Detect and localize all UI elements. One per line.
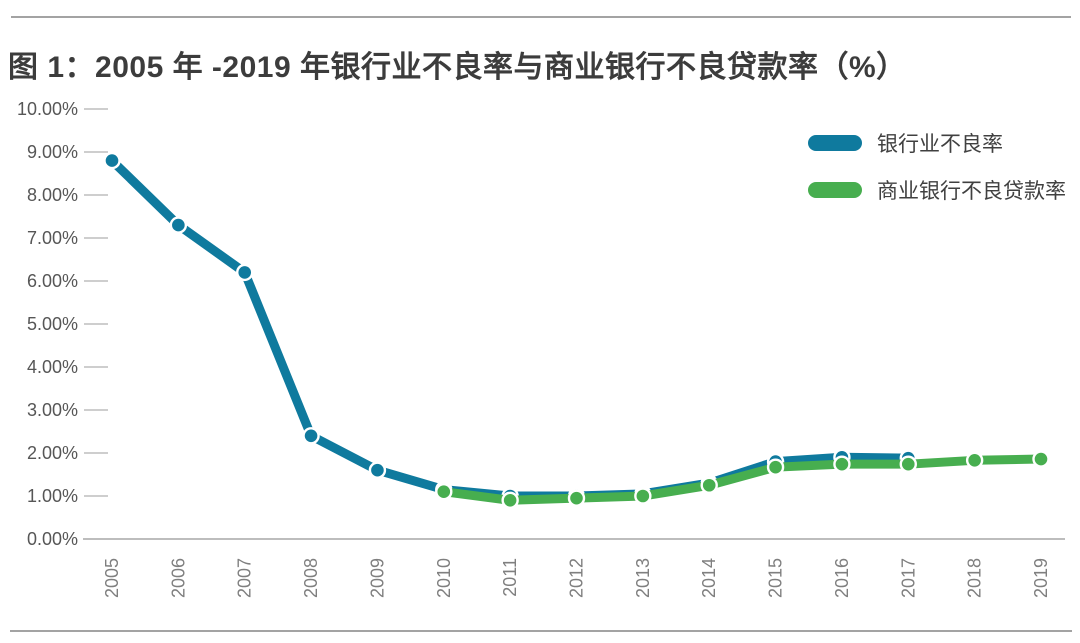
- commercial-npl-marker: [1032, 450, 1050, 468]
- x-axis-tick-label: 2009: [367, 558, 387, 598]
- commercial-npl-marker: [965, 451, 984, 470]
- commercial-npl-marker: [501, 491, 519, 509]
- y-axis-tick-label: 3.00%: [27, 400, 78, 420]
- x-axis-tick-label: 2007: [235, 558, 255, 598]
- legend-item-commercial-npl: 商业银行不良贷款率: [808, 174, 1066, 205]
- x-axis-tick-label: 2008: [301, 558, 321, 598]
- commercial-npl-marker: [567, 489, 586, 507]
- legend-swatch-banking-npl: [808, 134, 862, 151]
- x-axis-tick-label: 2016: [832, 558, 852, 598]
- x-axis-tick-label: 2005: [102, 558, 122, 598]
- bottom-divider: [10, 630, 1072, 632]
- x-axis-tick-label: 2019: [1031, 558, 1051, 598]
- x-axis-tick-label: 2017: [898, 558, 918, 598]
- commercial-npl-marker: [833, 455, 851, 473]
- banking-npl-marker: [169, 216, 188, 234]
- y-axis-tick-label: 1.00%: [27, 486, 78, 506]
- banking-npl-marker: [103, 151, 121, 170]
- legend-label-commercial-npl: 商业银行不良贷款率: [877, 179, 1066, 203]
- x-axis-tick-label: 2011: [500, 558, 520, 597]
- commercial-npl-marker: [634, 487, 652, 505]
- x-axis-tick-label: 2010: [434, 558, 454, 598]
- y-axis-tick-label: 5.00%: [27, 314, 78, 334]
- x-axis-tick-label: 2015: [766, 558, 786, 598]
- commercial-npl-line: [439, 454, 1046, 505]
- y-axis-tick-label: 4.00%: [27, 357, 78, 377]
- commercial-npl-marker: [700, 476, 718, 494]
- x-axis-tick-label: 2013: [633, 558, 653, 598]
- y-axis-tick-label: 6.00%: [27, 271, 78, 291]
- y-axis-tick-label: 9.00%: [27, 142, 78, 162]
- y-axis-tick-label: 8.00%: [27, 185, 78, 205]
- y-axis-tick-label: 7.00%: [27, 228, 78, 248]
- y-axis-tick-label: 0.00%: [27, 529, 78, 549]
- banking-npl-marker: [302, 427, 320, 445]
- chart-legend: 银行业不良率 商业银行不良贷款率: [808, 127, 1066, 205]
- banking-npl-line: [107, 156, 913, 501]
- legend-item-banking-npl: 银行业不良率: [808, 127, 1066, 158]
- y-axis-tick-label: 10.00%: [17, 99, 78, 119]
- commercial-npl-marker: [766, 458, 785, 476]
- banking-npl-marker: [368, 461, 387, 479]
- banking-npl-marker: [236, 263, 254, 282]
- x-axis-tick-label: 2012: [566, 558, 586, 598]
- y-axis-tick-label: 2.00%: [27, 443, 78, 463]
- x-axis-tick-label: 2014: [699, 558, 719, 598]
- x-axis-tick-label: 2006: [168, 558, 188, 598]
- legend-label-banking-npl: 银行业不良率: [877, 132, 1003, 156]
- commercial-npl-marker: [435, 483, 453, 501]
- x-axis-tick-label: 2018: [965, 558, 985, 598]
- commercial-npl-marker: [899, 455, 917, 473]
- legend-swatch-commercial-npl: [808, 181, 862, 198]
- chart-title: 图 1：2005 年 -2019 年银行业不良率与商业银行不良贷款率（%）: [8, 51, 907, 84]
- top-divider: [11, 16, 1071, 18]
